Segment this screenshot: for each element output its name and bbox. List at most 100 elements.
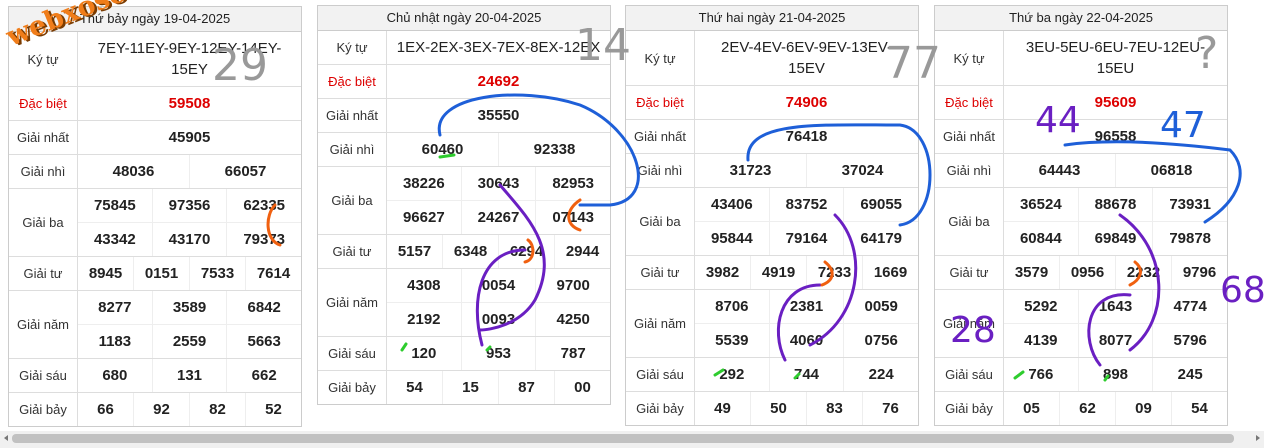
prize-number: 5539: [695, 324, 770, 357]
prize-number: 4774: [1173, 298, 1207, 315]
prize-line: 120 953 787: [387, 337, 610, 370]
prize-row: Giải bảy 49 50 83 76: [626, 392, 918, 425]
prize-label: Giải nhất: [626, 120, 695, 153]
prize-number: 0756: [864, 332, 898, 349]
prize-label: Giải tư: [318, 235, 387, 268]
prize-row: Giải nhất 35550: [318, 99, 610, 133]
prize-label: Ký tự: [935, 31, 1004, 85]
prize-values: 120 953 787: [387, 337, 610, 370]
prize-line: 8945 0151 7533 7614: [78, 257, 301, 290]
prize-values: 5157 6348 6294 2944: [387, 235, 610, 268]
prize-line: 5539 4060 0756: [695, 324, 918, 357]
prize-label: Giải ba: [935, 188, 1004, 255]
result-table: Thứ hai ngày 21-04-2025 Ký tự 2EV-4EV-6EV-…: [625, 5, 919, 426]
prize-label: Giải sáu: [935, 358, 1004, 391]
prize-row: Đặc biệt 95609: [935, 86, 1227, 120]
prize-label: Giải bảy: [9, 393, 78, 426]
prize-number: 4919: [751, 256, 807, 289]
prize-row: Giải năm 5292 1643 4774 4139 8077 5796: [935, 290, 1227, 358]
prize-number: 2192: [387, 303, 462, 336]
prize-row: Giải nhì 48036 66057: [9, 155, 301, 189]
prize-line: 3EU-5EU-6EU-7EU-12EU-15EU: [1004, 31, 1227, 85]
prize-number: 0093: [462, 303, 537, 336]
prize-number: 35550: [477, 107, 520, 124]
prize-number: 1643: [1079, 290, 1154, 323]
prize-number: 2559: [153, 325, 228, 358]
prize-number: 83752: [770, 188, 845, 221]
prize-values: 75845 97356 62335 43342 43170 79373: [78, 189, 301, 256]
prize-line: 95609: [1004, 86, 1227, 119]
prize-number: 31723: [695, 154, 807, 187]
prize-line: 43342 43170 79373: [78, 223, 301, 256]
prize-line: 05 62 09 54: [1004, 392, 1227, 425]
result-table: Thứ ba ngày 22-04-2025 Ký tự 3EU-5EU-6EU-7…: [934, 5, 1228, 426]
prize-number: 05: [1004, 392, 1060, 425]
prize-number: 2381: [770, 290, 845, 323]
prize-label: Giải nhì: [9, 155, 78, 188]
prize-number: 83: [807, 392, 863, 425]
prize-values: 05 62 09 54: [1004, 392, 1227, 425]
prize-row: Giải nhì 64443 06818: [935, 154, 1227, 188]
prize-number: 50: [751, 392, 807, 425]
prize-number: 92: [134, 393, 190, 426]
symbol-code: 7EY-11EY-9EY-12EY-14EY-15EY: [97, 40, 282, 78]
prize-number: 79878: [1169, 230, 1212, 247]
prize-number: 82: [190, 393, 246, 426]
prize-number: 9796: [1182, 264, 1217, 281]
prize-number: 9700: [556, 277, 590, 294]
prize-row: Giải nhất 76418: [626, 120, 918, 154]
prize-number: 45905: [168, 129, 211, 146]
scrollbar-arrows[interactable]: [4, 435, 1260, 441]
prize-number: 6842: [247, 299, 281, 316]
prize-number: 6348: [443, 235, 499, 268]
prize-row: Giải sáu 120 953 787: [318, 337, 610, 371]
prize-number: 24692: [477, 73, 520, 90]
prize-row: Giải ba 38226 30643 82953 96627 24267 07143: [318, 167, 610, 235]
prize-number: 120: [387, 337, 462, 370]
prize-line: 66 92 82 52: [78, 393, 301, 426]
prize-line: 60844 69849 79878: [1004, 222, 1227, 255]
prize-values: 1EX-2EX-3EX-7EX-8EX-12EX: [387, 31, 610, 64]
prize-number: 787: [560, 345, 586, 362]
prize-label: Giải nhất: [318, 99, 387, 132]
prize-values: 95609: [1004, 86, 1227, 119]
prize-row: Giải sáu 292 744 224: [626, 358, 918, 392]
prize-row: Đặc biệt 24692: [318, 65, 610, 99]
prize-number: 76: [882, 400, 899, 417]
table-title: Thứ ba ngày 22-04-2025: [935, 6, 1227, 31]
prize-number: 07143: [552, 209, 595, 226]
prize-number: 4250: [556, 311, 590, 328]
prize-row: Giải tư 3579 0956 2232 9796: [935, 256, 1227, 290]
prize-number: 73931: [1169, 196, 1212, 213]
scrollbar-thumb[interactable]: [12, 434, 1234, 443]
prize-label: Giải ba: [626, 188, 695, 255]
prize-values: 8945 0151 7533 7614: [78, 257, 301, 290]
prize-number: 88678: [1079, 188, 1154, 221]
prize-number: 59508: [168, 95, 211, 112]
prize-values: 3EU-5EU-6EU-7EU-12EU-15EU: [1004, 31, 1227, 85]
prize-label: Giải tư: [9, 257, 78, 290]
prize-number: 09: [1116, 392, 1172, 425]
prize-line: 35550: [387, 99, 610, 132]
prize-number: 2944: [565, 243, 600, 260]
prize-line: 96558: [1004, 120, 1227, 153]
prize-number: 0151: [134, 257, 190, 290]
prize-values: 680 131 662: [78, 359, 301, 392]
prize-number: 06818: [1150, 162, 1193, 179]
prize-values: 38226 30643 82953 96627 24267 07143: [387, 167, 610, 234]
prize-values: 766 898 245: [1004, 358, 1227, 391]
prize-number: 7233: [807, 256, 863, 289]
prize-row: Giải nhất 45905: [9, 121, 301, 155]
prize-label: Giải bảy: [626, 392, 695, 425]
prize-number: 1183: [78, 325, 153, 358]
prize-number: 75845: [78, 189, 153, 222]
prize-row: Giải sáu 766 898 245: [935, 358, 1227, 392]
prize-number: 3579: [1004, 256, 1060, 289]
prize-row: Giải năm 8277 3589 6842 1183 2559 5663: [9, 291, 301, 359]
prize-label: Giải bảy: [318, 371, 387, 404]
prize-row: Đặc biệt 59508: [9, 87, 301, 121]
scrollbar-track: [0, 431, 1264, 448]
prize-number: 37024: [841, 162, 884, 179]
prize-row: Giải nhì 31723 37024: [626, 154, 918, 188]
